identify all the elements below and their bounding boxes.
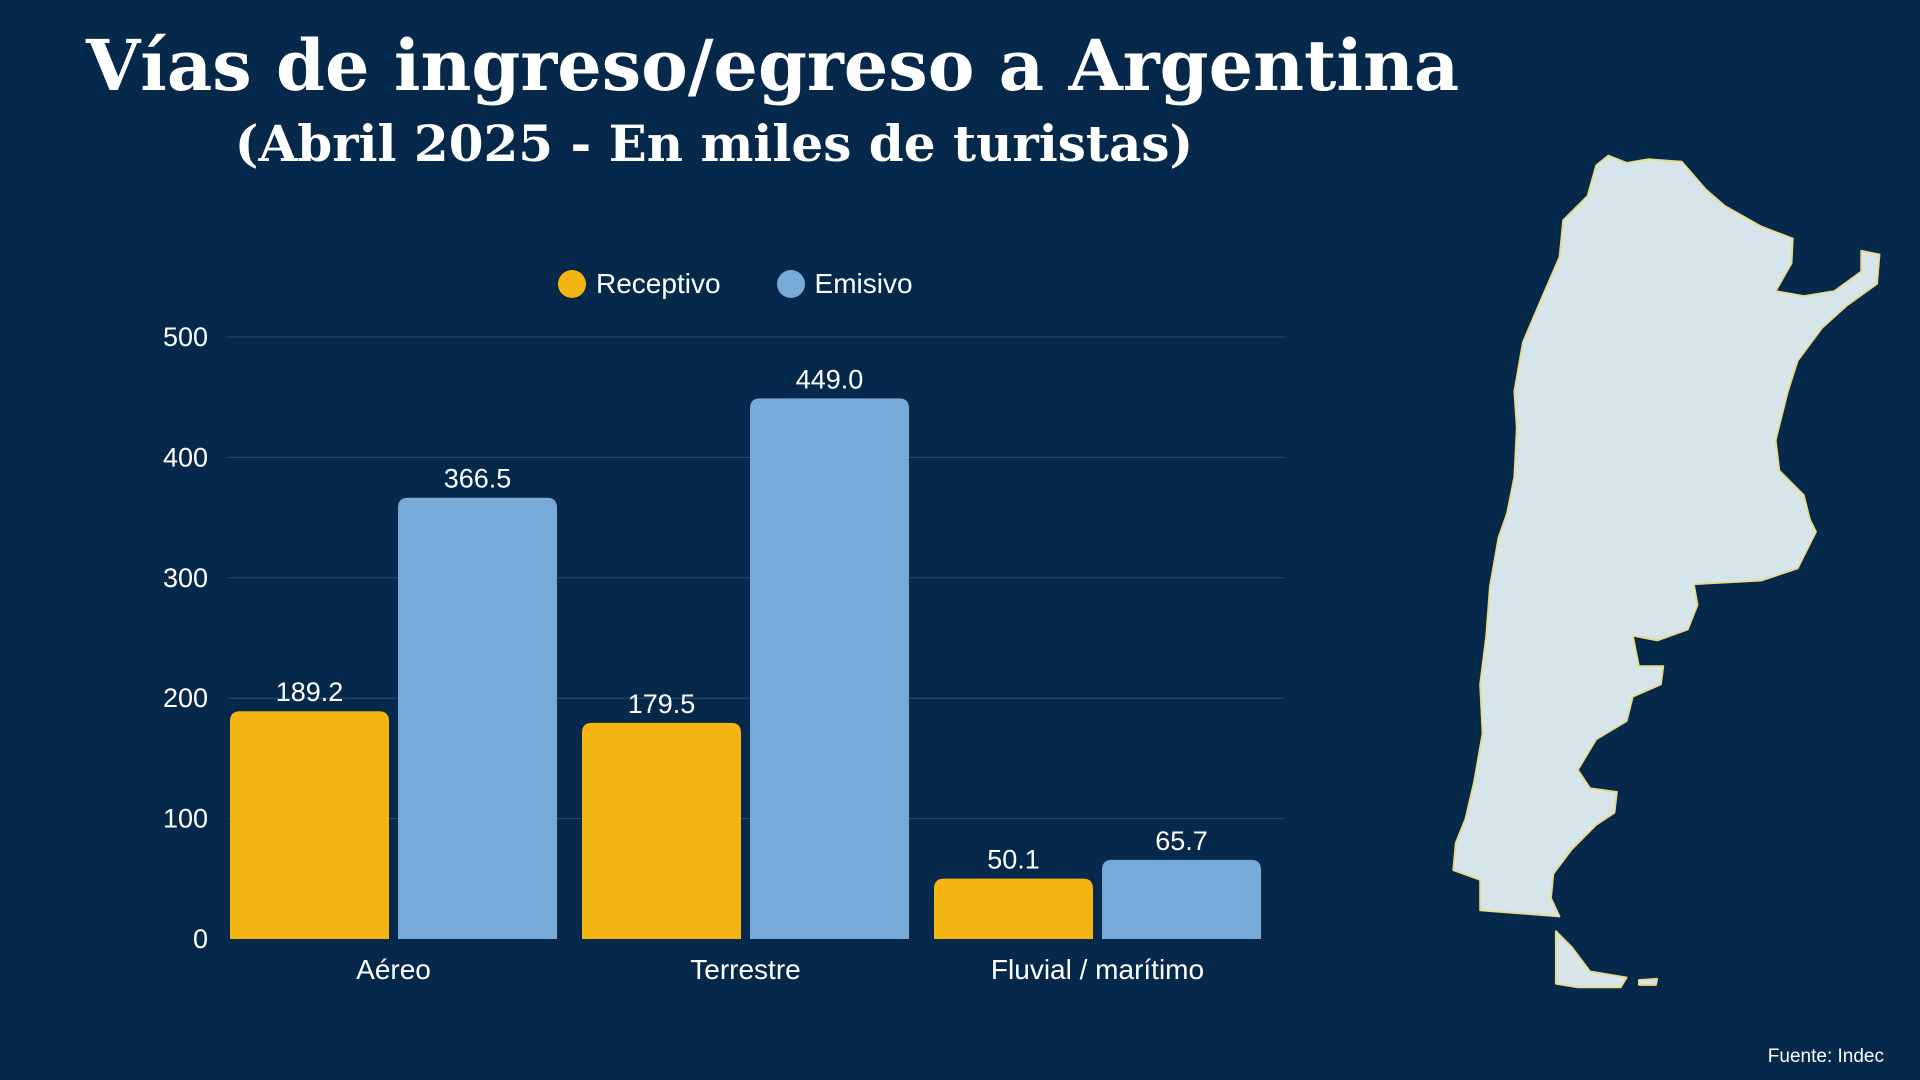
legend-label: Receptivo [596, 268, 721, 299]
y-tick-label: 0 [193, 924, 208, 954]
y-tick-label: 100 [163, 804, 208, 834]
legend-item-emisivo: Emisivo [776, 268, 913, 300]
islet-shape [1637, 977, 1659, 986]
y-tick-label: 300 [163, 563, 208, 593]
tierra-del-fuego-shape [1554, 930, 1628, 989]
argentina-map [1452, 154, 1881, 989]
data-label: 50.1 [987, 845, 1040, 875]
legend-item-receptivo: Receptivo [558, 268, 721, 300]
bar-chart: 0 100 200 300 400 500 189.2 366.5 Aéreo 179.5 449.… [163, 322, 1284, 985]
legend-label: Emisivo [814, 268, 913, 299]
source-note: Fuente: Indec [1767, 1046, 1884, 1067]
bar-emisivo [398, 497, 557, 939]
x-tick-label: Fluvial / marítimo [991, 954, 1204, 985]
chart-subtitle: (Abril 2025 - En miles de turistas) [234, 114, 1194, 173]
x-tick-label: Terrestre [690, 954, 800, 985]
legend-swatch-emisivo [776, 270, 805, 298]
bar-emisivo [1102, 859, 1261, 939]
chart-title: Vías de ingreso/egreso a Argentina [86, 24, 1460, 107]
y-tick-label: 500 [163, 322, 208, 352]
x-tick-label: Aéreo [356, 954, 431, 985]
data-label: 65.7 [1155, 826, 1208, 856]
legend-swatch-receptivo [558, 270, 586, 298]
argentina-mainland-shape [1452, 154, 1881, 918]
bar-receptivo [230, 711, 389, 939]
data-label: 449.0 [796, 364, 864, 394]
data-label: 189.2 [276, 677, 344, 707]
bar-emisivo [750, 398, 909, 939]
data-label: 366.5 [444, 464, 512, 494]
bar-receptivo [582, 722, 741, 939]
bar-receptivo [934, 878, 1093, 939]
y-tick-label: 400 [163, 442, 208, 472]
legend: Receptivo Emisivo [558, 268, 913, 300]
y-tick-label: 200 [163, 683, 208, 713]
data-label: 179.5 [628, 689, 696, 719]
